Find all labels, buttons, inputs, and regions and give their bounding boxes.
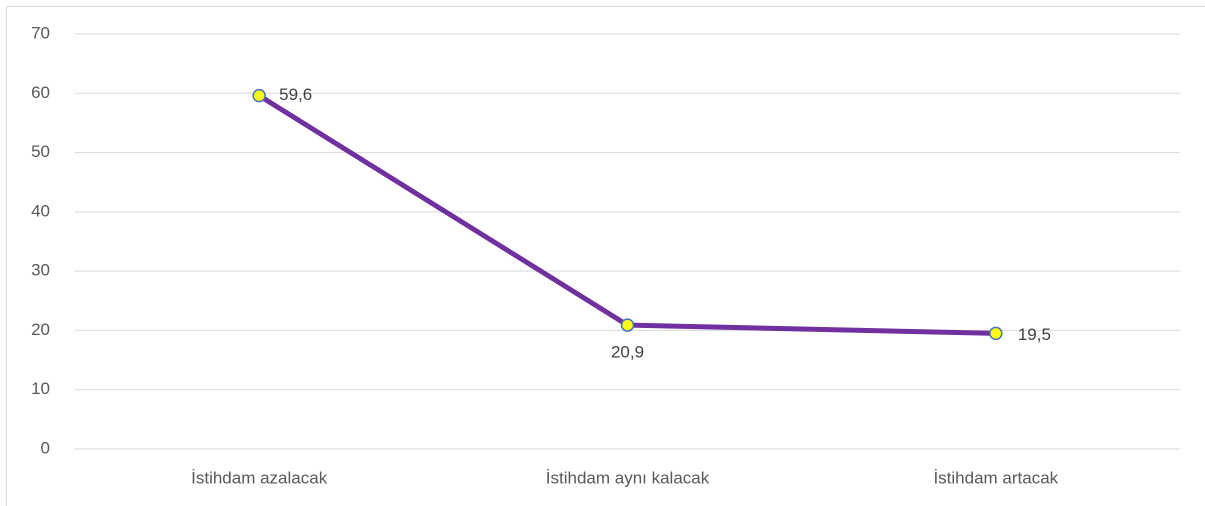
- y-tick-label: 10: [31, 379, 50, 398]
- data-label: 20,9: [611, 343, 644, 362]
- chart-border: [6, 6, 1205, 506]
- y-tick-label: 0: [41, 438, 50, 457]
- x-tick-label: İstihdam artacak: [933, 468, 1058, 487]
- y-tick-label: 20: [31, 320, 50, 339]
- marker: [989, 326, 1003, 341]
- y-tick-label: 40: [31, 201, 50, 220]
- x-tick-label: İstihdam aynı kalacak: [546, 468, 710, 487]
- y-tick-label: 50: [31, 142, 50, 161]
- marker: [620, 318, 635, 332]
- marker: [252, 88, 266, 103]
- y-tick-label: 60: [31, 83, 50, 102]
- data-label: 59,6: [279, 85, 312, 104]
- line: [257, 93, 996, 336]
- x-tick-label: İstihdam azalacak: [191, 468, 328, 487]
- data-label: 19,5: [1018, 325, 1051, 344]
- y-tick-label: 70: [31, 23, 50, 42]
- y-tick-label: 30: [31, 261, 50, 280]
